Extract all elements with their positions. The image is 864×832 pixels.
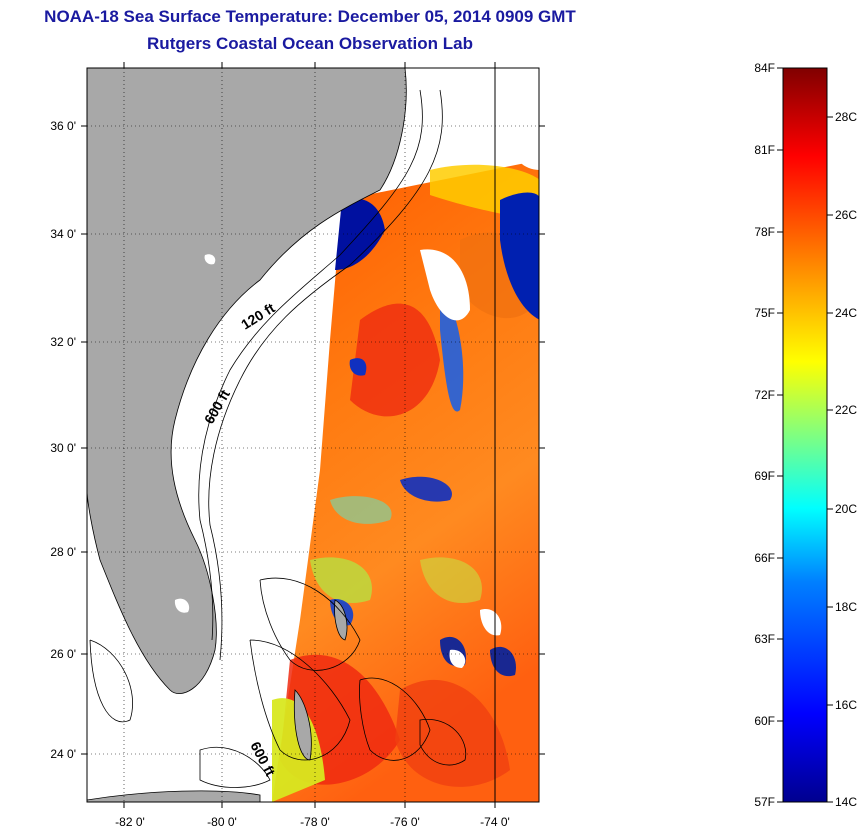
lat-label-26: 26 0' [50, 647, 76, 661]
lon-label-76: -76 0' [390, 815, 420, 829]
land-mass [87, 68, 407, 802]
map-title: NOAA-18 Sea Surface Temperature: Decembe… [44, 7, 576, 26]
colorbar-f-66: 66F [754, 551, 775, 565]
colorbar-f-84: 84F [754, 61, 775, 75]
lon-label-82: -82 0' [115, 815, 145, 829]
map-subtitle: Rutgers Coastal Ocean Observation Lab [147, 34, 473, 53]
colorbar-ticks [777, 67, 833, 803]
plot-frame [86, 67, 540, 803]
colorbar-f-63: 63F [754, 632, 775, 646]
colorbar-c-28: 28C [835, 110, 857, 124]
colorbar-f-60: 60F [754, 714, 775, 728]
lat-label-24: 24 0' [50, 747, 76, 761]
lat-label-30: 30 0' [50, 441, 76, 455]
colorbar-f-57: 57F [754, 795, 775, 809]
graticule [87, 68, 539, 802]
lon-label-80: -80 0' [207, 815, 237, 829]
lat-label-32: 32 0' [50, 335, 76, 349]
colorbar-c-20: 20C [835, 502, 857, 516]
colorbar-f-69: 69F [754, 469, 775, 483]
lat-label-28: 28 0' [50, 545, 76, 559]
bathymetry-contours [89, 89, 467, 788]
colorbar-c-14: 14C [835, 795, 857, 809]
colorbar-f-72: 72F [754, 388, 775, 402]
colorbar [782, 67, 828, 803]
colorbar-c-22: 22C [835, 403, 857, 417]
lon-label-74: -74 0' [480, 815, 510, 829]
colorbar-c-24: 24C [835, 306, 857, 320]
colorbar-f-81: 81F [754, 143, 775, 157]
colorbar-f-78: 78F [754, 225, 775, 239]
lon-label-78: -78 0' [300, 815, 330, 829]
lat-label-34: 34 0' [50, 227, 76, 241]
colorbar-c-16: 16C [835, 698, 857, 712]
lat-label-36: 36 0' [50, 119, 76, 133]
colorbar-f-75: 75F [754, 306, 775, 320]
axis-ticks [81, 62, 545, 808]
colorbar-c-26: 26C [835, 208, 857, 222]
colorbar-c-18: 18C [835, 600, 857, 614]
